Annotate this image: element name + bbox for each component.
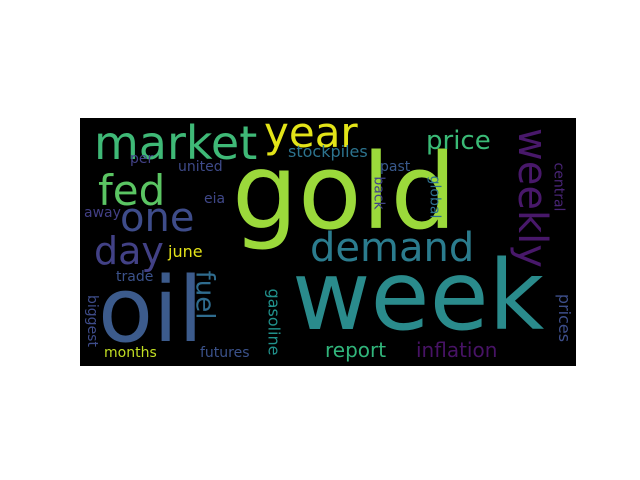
word-united: united xyxy=(178,159,223,175)
word-june: june xyxy=(168,242,203,261)
word-gasoline: gasoline xyxy=(264,288,284,356)
word-market: market xyxy=(94,118,258,170)
word-global: global xyxy=(426,175,443,219)
word-back: back xyxy=(370,176,387,210)
word-futures: futures xyxy=(200,345,250,361)
word-week: week xyxy=(292,240,545,352)
word-months: months xyxy=(104,345,157,361)
word-price: price xyxy=(426,126,491,156)
word-inflation: inflation xyxy=(416,338,498,362)
word-gold: gold xyxy=(232,131,457,253)
word-year: year xyxy=(264,118,358,157)
word-oil: oil xyxy=(98,258,204,363)
word-report: report xyxy=(325,338,387,362)
word-past: past xyxy=(380,159,411,175)
word-weekly: weekly xyxy=(508,128,555,268)
word-fuel: fuel xyxy=(189,270,220,320)
word-central: central xyxy=(550,162,567,212)
word-per: per xyxy=(130,151,154,167)
word-fed: fed xyxy=(98,166,166,215)
word-prices: prices xyxy=(555,293,575,343)
word-biggest: biggest xyxy=(83,295,100,347)
word-day: day xyxy=(94,229,164,273)
word-cloud: gold week oil market fed year one demand… xyxy=(80,118,576,366)
word-stockpiles: stockpiles xyxy=(288,142,368,161)
word-away: away xyxy=(84,205,121,221)
word-eia: eia xyxy=(204,191,226,207)
word-trade: trade xyxy=(116,269,154,285)
word-demand: demand xyxy=(310,225,475,271)
word-one: one xyxy=(120,195,195,241)
